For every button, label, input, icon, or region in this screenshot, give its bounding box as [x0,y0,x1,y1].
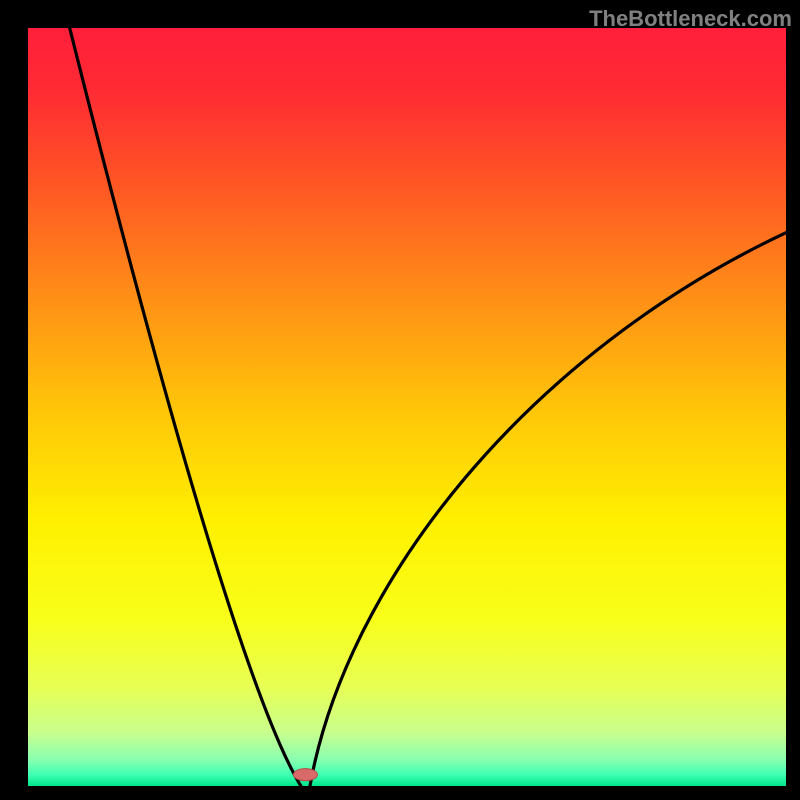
watermark-text: TheBottleneck.com [589,6,792,32]
chart-background [28,28,786,786]
chart-svg [0,0,800,800]
chart-area [0,0,800,800]
minimum-marker [293,769,317,781]
